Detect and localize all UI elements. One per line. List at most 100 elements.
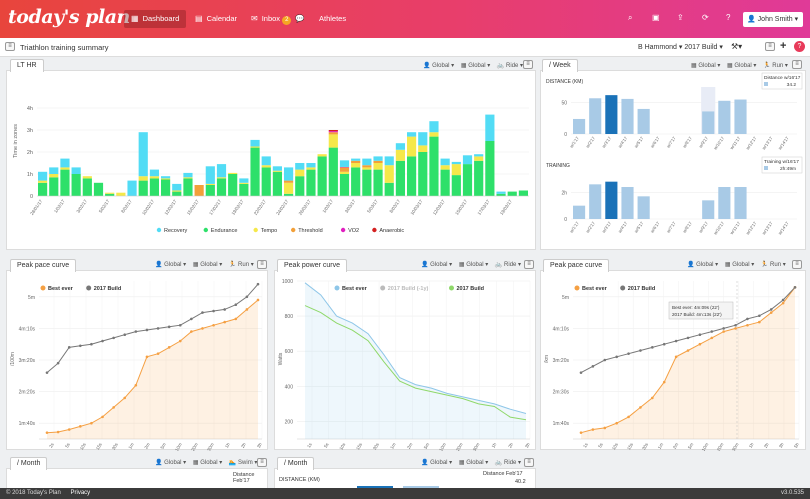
power-global-1[interactable]: 👤 Global ▾ <box>421 262 453 268</box>
tab-peak-pace-1[interactable]: Peak pace curve <box>10 259 77 272</box>
add-icon[interactable]: + <box>780 40 787 52</box>
legend-marker <box>449 285 454 291</box>
nav-inbox[interactable]: ✉ Inbox 2 💬 <box>244 10 312 28</box>
x-tick-label: 5s <box>64 441 71 448</box>
lt-menu-icon[interactable]: ≡ <box>523 60 533 69</box>
help-icon[interactable]: ? <box>726 13 731 22</box>
legend-label: Tempo <box>261 228 278 234</box>
power-global-2[interactable]: ▦ Global ▾ <box>458 262 489 268</box>
month1-sport[interactable]: 🏊 Swim ▾ <box>228 460 258 466</box>
pace1-global-1[interactable]: 👤 Global ▾ <box>155 262 187 268</box>
data-point <box>256 282 260 286</box>
athlete-plan-selector[interactable]: B Hammond ▾ 2017 Build ▾ <box>638 44 723 51</box>
global-filter-2[interactable]: ▦ Global ▾ <box>460 63 491 69</box>
tab-month-2[interactable]: / Month <box>277 457 315 470</box>
data-point <box>178 323 182 327</box>
x-tick-label: 5/03/17 <box>366 198 379 214</box>
sport-filter-ride[interactable]: 🚲 Ride ▾ <box>496 63 524 69</box>
pace2-sport[interactable]: 🏃 Run ▾ <box>760 262 786 268</box>
power-menu-icon[interactable]: ≡ <box>524 260 534 269</box>
bar-segment <box>474 160 484 196</box>
tab-week[interactable]: / Week <box>542 59 578 72</box>
month2-global-1[interactable]: 👤 Global ▾ <box>421 460 453 466</box>
data-point <box>615 421 618 425</box>
bar-segment <box>339 174 350 196</box>
power-sport[interactable]: 🚲 Ride ▾ <box>494 262 522 268</box>
global-filter-1[interactable]: 👤 Global ▾ <box>423 63 455 69</box>
tools-icon[interactable]: ⚒▾ <box>731 42 743 51</box>
nav-athletes[interactable]: Athletes <box>312 10 353 28</box>
bar-segment <box>172 191 182 196</box>
y-tick-label: 200 <box>285 419 294 425</box>
page-title: Triathlon training summary <box>20 43 109 52</box>
series-line <box>46 299 259 434</box>
week-bar <box>734 99 747 134</box>
x-tick-label: w/11'17 <box>729 135 742 150</box>
data-point <box>627 352 630 355</box>
month2-global-2[interactable]: ▦ Global ▾ <box>458 460 489 466</box>
week-sport-filter[interactable]: 🏃 Run ▾ <box>763 63 788 69</box>
user-name: John Smith <box>757 16 793 23</box>
pace2-global-2[interactable]: ▦ Global ▾ <box>724 262 755 268</box>
month2-sport[interactable]: 🚲 Ride ▾ <box>494 460 522 466</box>
clipboard-icon[interactable]: ▣ <box>652 13 660 22</box>
week-bar <box>605 181 618 219</box>
bar-segment <box>71 174 81 196</box>
menu-icon[interactable]: ≡ <box>5 42 15 51</box>
week-menu-icon[interactable]: ≡ <box>792 60 802 69</box>
month1-global-1[interactable]: 👤 Global ▾ <box>155 460 187 466</box>
nav-calendar[interactable]: ▤ Calendar <box>188 10 244 28</box>
nav-athletes-label: Athletes <box>319 14 347 23</box>
pace2-global-1[interactable]: 👤 Global ▾ <box>687 262 719 268</box>
logo[interactable]: today's plan <box>8 6 130 28</box>
bar-segment <box>362 167 372 170</box>
x-tick-label: w/14'17 <box>777 135 790 150</box>
y-tick-label: 50 <box>561 101 567 107</box>
sync-icon[interactable]: ⟳ <box>702 13 709 22</box>
pace1-menu-icon[interactable]: ≡ <box>257 260 267 269</box>
month2-menu-icon[interactable]: ≡ <box>524 458 534 467</box>
tab-lt-hr[interactable]: LT HR <box>10 59 44 72</box>
layout-icon[interactable]: ≡ <box>765 42 775 51</box>
tab-month-1[interactable]: / Month <box>10 457 48 470</box>
bar-segment <box>384 165 394 183</box>
bar-segment <box>183 172 193 178</box>
data-point <box>123 396 127 400</box>
search-icon[interactable]: ⌕ <box>628 13 633 22</box>
bar-segment <box>440 169 450 196</box>
x-tick-label: 3h <box>256 442 263 449</box>
help-circle-icon[interactable]: ? <box>794 41 805 52</box>
data-point <box>190 317 193 321</box>
bar-segment <box>328 130 338 132</box>
bar-segment <box>183 178 193 196</box>
pace-curve-panel-1: 1m:40s 2m:20s 3m:20s 4m:10s 5m/100m 2s 5s 10s 15… <box>6 270 268 452</box>
area-fill <box>581 287 795 439</box>
pace1-global-2[interactable]: ▦ Global ▾ <box>192 262 223 268</box>
pace2-menu-icon[interactable]: ≡ <box>792 260 802 269</box>
privacy-link[interactable]: Privacy <box>70 490 91 496</box>
bar-segment <box>60 169 70 196</box>
user-icon: 👤 <box>747 16 756 23</box>
bar-segment <box>474 156 484 161</box>
tab-peak-power[interactable]: Peak power curve <box>277 259 348 272</box>
legend-label: Recovery <box>164 228 187 234</box>
data-point <box>212 323 215 327</box>
data-point <box>698 342 702 346</box>
data-point <box>734 323 737 327</box>
nav-dashboard[interactable]: ▦ Dashboard <box>124 10 187 28</box>
user-menu[interactable]: 👤 John Smith ▾ <box>743 12 803 27</box>
bar-segment <box>250 139 260 147</box>
month1-global-2[interactable]: ▦ Global ▾ <box>192 460 223 466</box>
x-tick-label: 10s <box>338 441 346 450</box>
week-global-filter-2[interactable]: ▦ Global ▾ <box>727 63 757 69</box>
pace1-sport[interactable]: 🏃 Run ▾ <box>228 262 254 268</box>
bar-segment <box>451 175 461 196</box>
month-panel-1: Distance Feb'17 <box>6 468 268 490</box>
week-controls: ▦ Global ▾ ▦ Global ▾ 🏃 Run ▾ <box>686 62 788 69</box>
bar-segment <box>216 177 227 179</box>
week-global-filter-1[interactable]: ▦ Global ▾ <box>691 63 721 69</box>
legend-marker <box>253 227 258 233</box>
tab-peak-pace-2[interactable]: Peak pace curve <box>543 259 610 272</box>
upload-icon[interactable]: ⇪ <box>677 13 684 22</box>
month1-menu-icon[interactable]: ≡ <box>257 458 267 467</box>
